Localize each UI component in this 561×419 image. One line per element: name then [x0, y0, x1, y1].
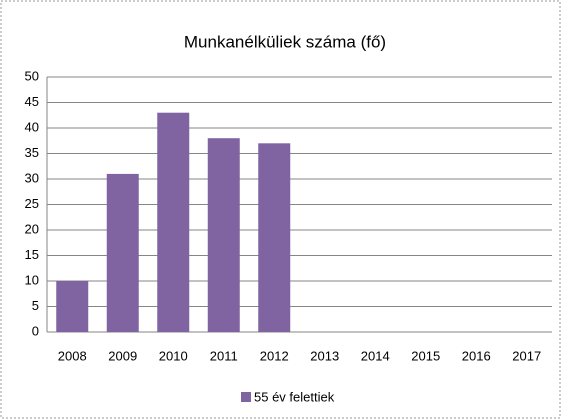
legend-label: 55 év felettiek: [254, 389, 335, 404]
y-tick-label: 45: [25, 94, 39, 109]
y-tick-label: 15: [25, 247, 39, 262]
chart-title: Munkanélküliek száma (fő): [184, 32, 386, 51]
y-tick-label: 5: [32, 298, 39, 313]
y-tick-label: 35: [25, 145, 39, 160]
bar: [157, 112, 190, 332]
y-tick-label: 50: [25, 68, 39, 83]
bar: [106, 173, 139, 332]
y-tick-label: 10: [25, 272, 39, 287]
x-tick-label: 2016: [462, 348, 491, 363]
bar: [56, 281, 89, 332]
x-tick-label: 2009: [108, 348, 137, 363]
x-tick-label: 2014: [361, 348, 390, 363]
y-tick-label: 20: [25, 221, 39, 236]
x-tick-label: 2008: [58, 348, 87, 363]
y-tick-label: 0: [32, 323, 39, 338]
x-tick-label: 2010: [159, 348, 188, 363]
y-tick-label: 30: [25, 170, 39, 185]
x-tick-label: 2012: [260, 348, 289, 363]
bar: [207, 138, 240, 332]
x-tick-label: 2011: [210, 348, 238, 363]
y-tick-label: 25: [25, 196, 39, 211]
x-tick-label: 2017: [512, 348, 541, 363]
legend-swatch: [241, 392, 251, 402]
bar: [258, 143, 291, 332]
x-tick-label: 2015: [411, 348, 440, 363]
x-tick-label: 2013: [310, 348, 339, 363]
y-tick-label: 40: [25, 119, 39, 134]
